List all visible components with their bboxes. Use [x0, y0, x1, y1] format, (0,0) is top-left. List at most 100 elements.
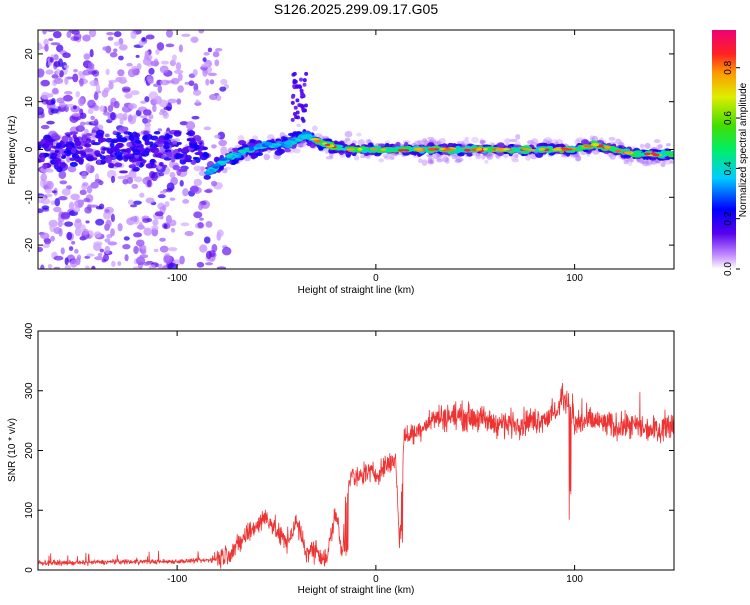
spectrogram-cell [303, 103, 308, 108]
snr-y-tick-label: 300 [24, 382, 35, 399]
spectrogram-cell [639, 160, 646, 165]
spectrogram-cell [79, 78, 84, 87]
spectrogram-cell [526, 141, 533, 145]
colorbar-tick-label: 0.2 [723, 211, 734, 225]
spectrogram-cell [237, 135, 245, 142]
spectrogram-cell [154, 211, 164, 217]
spectrogram-cell [199, 217, 204, 221]
spectrogram-cell [482, 148, 488, 151]
spectrogram-cell [96, 159, 102, 165]
spectrogram-cell [214, 134, 221, 139]
spectrogram-cell [544, 138, 553, 144]
spectrogram-cell [143, 130, 149, 135]
spectrogram-cell [59, 180, 68, 185]
spectrogram-cell [98, 180, 104, 186]
spectrogram-cell [248, 146, 255, 151]
spectrogram-cell [486, 152, 494, 160]
spectrogram-cell [117, 137, 123, 142]
spectrogram-cell [346, 139, 352, 147]
spectrogram-cell [148, 264, 156, 269]
spectrogram-cell [105, 137, 113, 143]
colorbar-label: Normalized spectral amplitude [738, 82, 749, 217]
spectrogram-cell [159, 65, 169, 74]
spectrogram-cell [87, 62, 95, 70]
spectrogram-cell [139, 115, 148, 119]
spectrogram-cell [264, 141, 273, 146]
spectrogram-cell [56, 44, 64, 53]
spectrogram-cell [118, 55, 124, 61]
spectrogram-cell [72, 105, 77, 110]
spectrogram-cell [302, 78, 307, 83]
spectrogram-cell [224, 166, 232, 170]
spectrogram-cell [52, 87, 59, 95]
spectrogram-cell [50, 235, 55, 242]
spectrogram-cell [81, 171, 87, 180]
spectrogram-cell [165, 80, 176, 84]
spectrogram-x-tick-label: 100 [566, 273, 583, 284]
spectrogram-cell [113, 41, 121, 46]
spectrogram-cell [192, 69, 198, 77]
spectrogram-cell [101, 147, 110, 151]
spectrogram-cell [184, 231, 194, 237]
snr-y-label: SNR (10 * v/v) [7, 418, 18, 482]
spectrogram-cell [361, 149, 369, 154]
spectrogram-cell [76, 254, 82, 261]
spectrogram-cell [53, 206, 62, 213]
colorbar: 0.0 0.2 0.4 0.6 0.8 Normalized spectral ampl… [712, 30, 749, 276]
spectrogram-cell [142, 135, 148, 141]
spectrogram-cell [466, 153, 473, 157]
spectrogram-cell [66, 231, 73, 241]
spectrogram-cell [454, 158, 462, 164]
spectrogram-cell [40, 167, 50, 173]
spectrogram-y-label: Frequency (Hz) [7, 116, 18, 185]
spectrogram-cell [666, 143, 671, 147]
spectrogram-cell [40, 156, 45, 163]
spectrogram-cell [110, 101, 115, 108]
spectrogram-cell [42, 30, 47, 35]
spectrogram-cell [165, 30, 173, 38]
spectrogram-cell [162, 164, 168, 168]
spectrogram-cell [522, 148, 530, 151]
spectrogram-cell [83, 197, 91, 203]
spectrogram-cell [629, 158, 634, 163]
spectrogram-cell [172, 140, 179, 145]
spectrogram-cell [166, 182, 175, 191]
spectrogram-cell [403, 149, 410, 152]
spectrogram-cell [44, 44, 49, 52]
spectrogram-cell [95, 218, 105, 226]
spectrogram-cell [148, 113, 154, 120]
spectrogram-cell [159, 245, 169, 253]
spectrogram-cell [58, 58, 64, 68]
spectrogram-cell [416, 153, 423, 157]
spectrogram-cell [160, 60, 169, 65]
spectrogram-cell [212, 165, 219, 169]
spectrogram-cell [40, 232, 50, 240]
spectrogram-cell [212, 51, 220, 58]
spectrogram-cell [193, 178, 202, 187]
spectrogram-cell [102, 46, 108, 51]
spectrogram-cell [255, 152, 264, 157]
spectrogram-cell [454, 143, 463, 147]
spectrogram-cell [298, 143, 303, 148]
spectrogram-cell [127, 199, 134, 205]
spectrogram-cell [417, 158, 423, 164]
spectrogram-cell [88, 30, 97, 38]
spectrogram-cell [153, 130, 161, 135]
spectrogram-cell [387, 150, 393, 153]
spectrogram-cell [660, 161, 666, 168]
spectrogram-cell [434, 140, 442, 146]
spectrogram-cell [325, 156, 334, 160]
spectrogram-cell [152, 104, 157, 113]
spectrogram-cell [294, 139, 302, 142]
spectrogram-cell [42, 162, 48, 170]
spectrogram-cell [103, 253, 109, 262]
spectrogram-cell [243, 155, 251, 162]
spectrogram-cell [608, 136, 616, 141]
spectrogram-cell [301, 135, 310, 138]
spectrogram-cell [85, 133, 93, 137]
spectrogram-x-tick-label: 0 [373, 273, 379, 284]
spectrogram-cell [442, 156, 449, 163]
spectrogram-cell [294, 84, 299, 89]
spectrogram-cell [344, 130, 353, 138]
spectrogram-cell [304, 71, 309, 76]
